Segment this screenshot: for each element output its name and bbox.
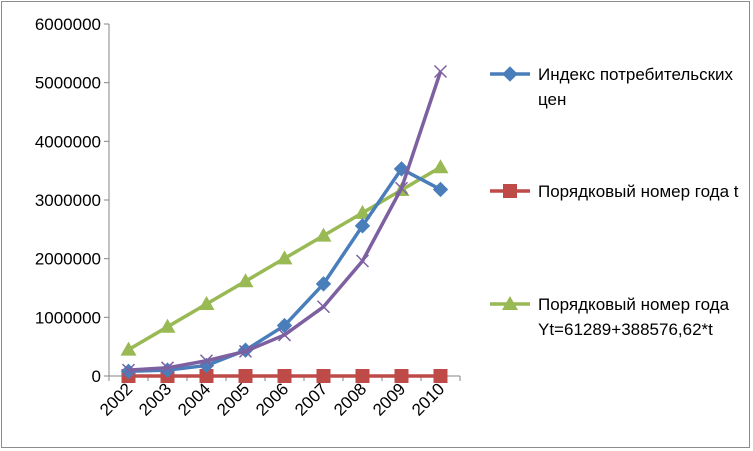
data-point-0-6: [354, 218, 371, 234]
x-tick-label: 2004: [174, 379, 214, 419]
data-point-1-6: [355, 368, 370, 383]
series-3: [121, 64, 448, 377]
data-point-3-4: [277, 328, 292, 342]
legend-marker-2: [502, 296, 518, 310]
legend-marker-0: [502, 66, 518, 82]
y-tick-label: 0: [92, 367, 101, 386]
data-point-2-3: [237, 273, 254, 288]
data-point-3-8: [433, 64, 448, 79]
y-tick-label: 6000000: [35, 15, 101, 34]
data-point-1-5: [316, 368, 331, 383]
data-point-1-2: [199, 368, 214, 383]
data-point-2-1: [159, 318, 176, 333]
data-point-3-5: [316, 300, 331, 314]
data-point-3-6: [355, 254, 370, 268]
legend-label-year-number: Порядковый номер года t: [538, 182, 739, 201]
data-point-1-3: [238, 368, 253, 383]
series-2: [120, 159, 449, 356]
x-tick-label: 2002: [96, 379, 136, 419]
legend-label-trend: Порядковый номер года Yt=61289+388576,62…: [538, 295, 730, 339]
data-point-3-1: [160, 361, 175, 375]
data-point-3-3: [238, 344, 253, 358]
y-tick-label: 4000000: [35, 132, 101, 151]
data-point-3-0: [121, 363, 136, 377]
legend-swatch-cpi: [490, 66, 530, 82]
legend-label-cpi: Индекс потребительских цен: [538, 65, 734, 109]
x-tick-label: 2005: [213, 379, 253, 419]
y-tick-label: 3000000: [35, 191, 101, 210]
data-point-0-4: [276, 317, 293, 334]
legend-swatch-year-number: [490, 184, 530, 198]
data-point-2-4: [276, 250, 293, 265]
data-point-2-5: [315, 227, 332, 242]
x-tick-label: 2006: [252, 379, 292, 419]
data-point-1-8: [433, 368, 448, 383]
x-tick-label: 2009: [369, 379, 409, 419]
series-layer: [120, 64, 449, 383]
data-point-3-7: [394, 181, 409, 195]
data-point-2-2: [198, 296, 215, 311]
x-tick-label: 2008: [330, 379, 370, 419]
x-tick-label: 2007: [291, 379, 331, 419]
y-tick-label: 1000000: [35, 308, 101, 327]
x-tick-label: 2003: [135, 379, 175, 419]
axes: 0 1000000 2000000 3000000 4000000 5000000 6000…: [35, 15, 461, 420]
data-point-1-7: [394, 368, 409, 383]
data-point-3-2: [199, 354, 214, 368]
legend-marker-1: [503, 184, 517, 198]
data-point-0-5: [315, 276, 332, 292]
data-point-2-8: [432, 159, 449, 174]
data-point-1-4: [277, 368, 292, 383]
x-tick-label: 2010: [408, 379, 448, 419]
data-point-0-8: [432, 181, 449, 198]
legend-swatch-trend: [490, 296, 530, 310]
data-point-2-0: [120, 341, 137, 356]
y-tick-label: 5000000: [35, 74, 101, 93]
y-tick-label: 2000000: [35, 250, 101, 269]
data-point-2-6: [354, 204, 371, 219]
